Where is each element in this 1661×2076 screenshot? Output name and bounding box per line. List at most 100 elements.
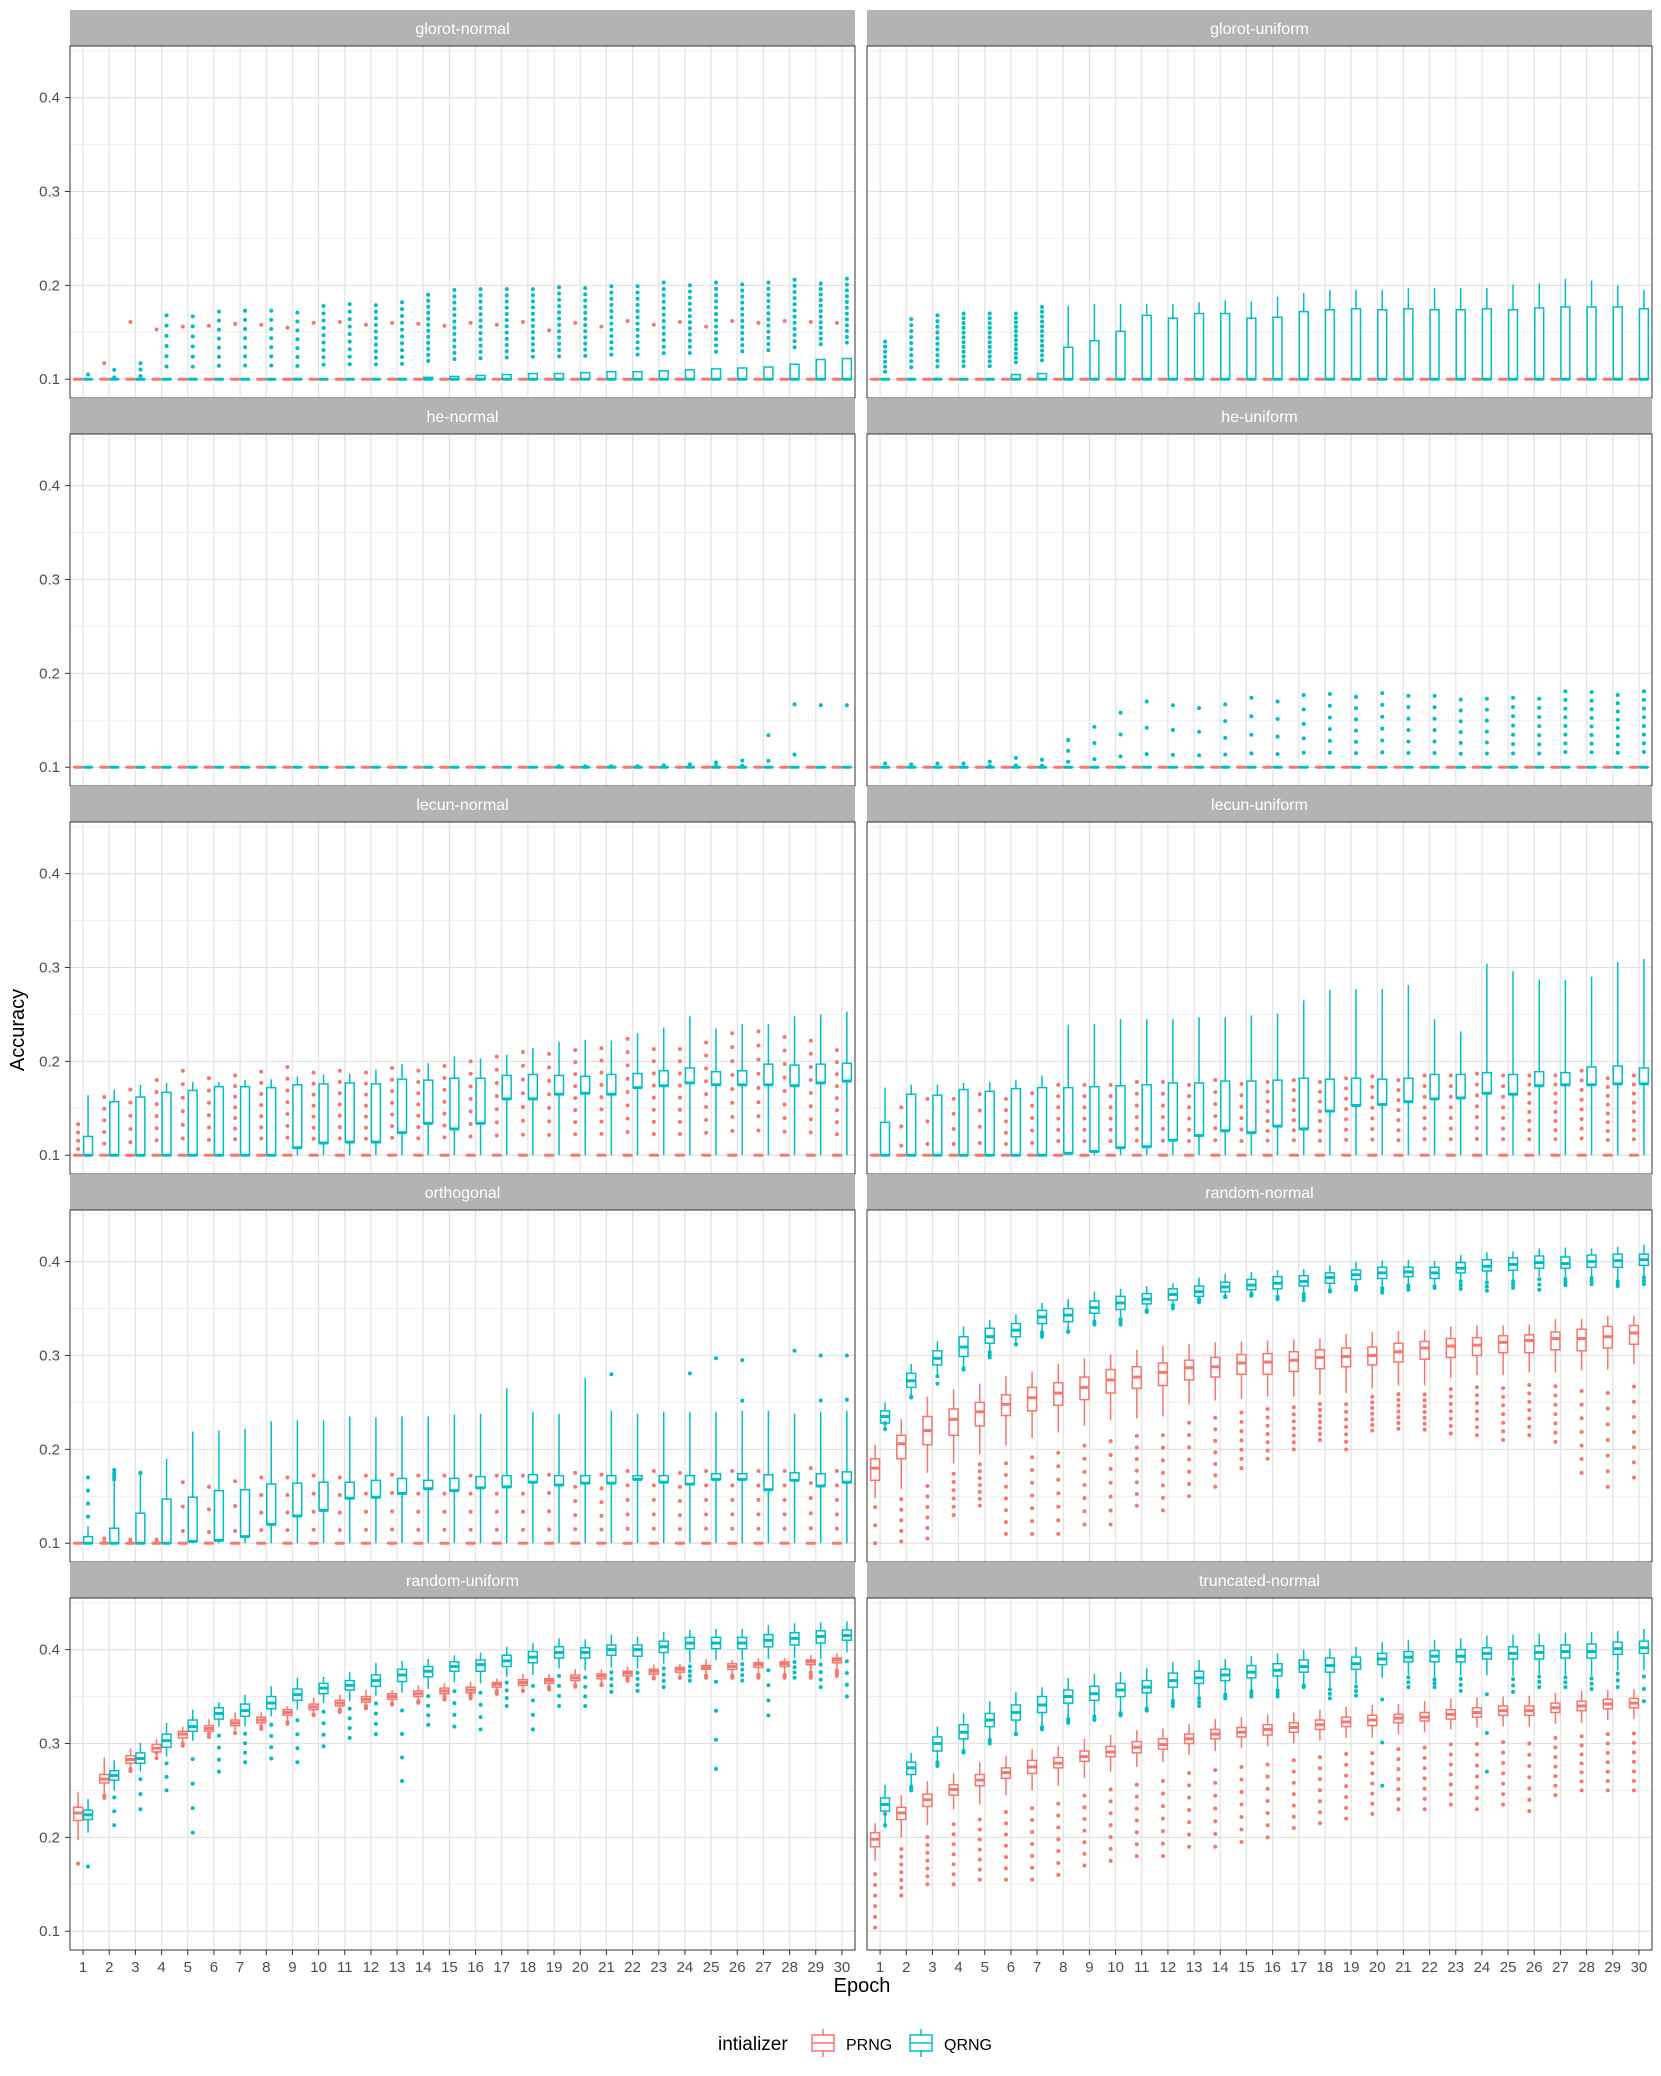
outlier-point — [1474, 1082, 1479, 1087]
outlier-point — [730, 1114, 735, 1119]
box — [1429, 1073, 1440, 1100]
outlier-point — [1317, 1080, 1322, 1085]
facet-strip — [867, 10, 1652, 46]
outlier-point — [1108, 1466, 1113, 1471]
outlier-point — [1160, 1804, 1165, 1809]
outlier-point — [1030, 1531, 1035, 1536]
outlier-point — [233, 1137, 238, 1142]
boxplot — [922, 1781, 933, 1887]
outlier-point — [1589, 715, 1594, 720]
outlier-point — [373, 342, 378, 347]
outlier-point — [154, 1540, 159, 1545]
outlier-point — [782, 319, 787, 324]
outlier-point — [1013, 355, 1018, 360]
outlier-point — [635, 333, 640, 338]
outlier-point — [740, 1673, 745, 1678]
boxplot — [763, 1023, 774, 1156]
boxplot — [570, 320, 581, 381]
outlier-point — [547, 1685, 552, 1690]
boxplot — [1550, 1318, 1561, 1444]
outlier-point — [951, 1111, 956, 1116]
x-tick-label: 17 — [493, 1959, 510, 1976]
outlier-point — [756, 1029, 761, 1034]
outlier-point — [233, 1126, 238, 1131]
outlier-point — [1003, 1855, 1008, 1860]
outlier-point — [1553, 1412, 1558, 1417]
outlier-point — [373, 362, 378, 367]
outlier-point — [808, 1496, 813, 1501]
outlier-point — [730, 1100, 735, 1105]
outlier-point — [792, 290, 797, 295]
outlier-point — [347, 1735, 352, 1740]
boxplot — [396, 1660, 408, 1784]
facet-strip-label: he-normal — [426, 409, 498, 426]
box — [841, 1471, 853, 1483]
outlier-point — [1579, 1097, 1584, 1102]
outlier-point — [909, 762, 914, 767]
box — [984, 1090, 995, 1156]
boxplot — [879, 339, 891, 381]
outlier-point — [818, 1398, 823, 1403]
outlier-point — [190, 1806, 195, 1811]
outlier-point — [1344, 1417, 1349, 1422]
series-prng — [72, 1466, 843, 1545]
boxplot — [1210, 1719, 1221, 1849]
boxplot — [501, 1388, 512, 1544]
facet-strip-label: glorot-normal — [415, 21, 509, 38]
outlier-point — [756, 1675, 761, 1680]
outlier-point — [321, 1709, 326, 1714]
outlier-point — [347, 339, 352, 344]
outlier-point — [987, 1355, 992, 1360]
outlier-point — [1344, 1117, 1349, 1122]
boxplot — [213, 1430, 225, 1544]
outlier-point — [76, 1130, 81, 1135]
series-qrng — [82, 1621, 853, 1869]
outlier-point — [337, 1068, 342, 1073]
outlier-point — [1563, 1283, 1568, 1288]
box — [135, 1512, 146, 1544]
outlier-point — [180, 1095, 185, 1100]
series-prng — [72, 1653, 843, 1866]
outlier-point — [321, 304, 326, 309]
outlier-point — [1474, 1115, 1479, 1120]
outlier-point — [987, 759, 992, 764]
outlier-point — [243, 1731, 248, 1736]
boxplot — [1105, 1354, 1116, 1527]
outlier-point — [216, 1769, 221, 1774]
outlier-point — [1013, 315, 1018, 320]
boxplot — [1000, 1096, 1012, 1157]
outlier-point — [704, 1079, 709, 1084]
outlier-point — [1291, 1412, 1296, 1417]
boxplot — [1560, 278, 1571, 381]
outlier-point — [635, 1670, 640, 1675]
outlier-point — [961, 311, 966, 316]
outlier-point — [390, 1701, 395, 1706]
outlier-point — [154, 1138, 159, 1143]
outlier-point — [1458, 740, 1463, 745]
outlier-point — [363, 1491, 368, 1496]
outlier-point — [233, 1073, 238, 1078]
boxplot — [831, 1653, 843, 1678]
outlier-point — [977, 1817, 982, 1822]
outlier-point — [190, 364, 195, 369]
boxplot — [763, 1625, 774, 1718]
outlier-point — [661, 344, 666, 349]
outlier-point — [987, 316, 992, 321]
outlier-point — [740, 331, 745, 336]
boxplot — [1298, 1000, 1309, 1156]
y-tick-label: 0.1 — [39, 1923, 60, 1940]
outlier-point — [1134, 1480, 1139, 1485]
outlier-point — [961, 325, 966, 330]
outlier-point — [1579, 1388, 1584, 1393]
outlier-point — [714, 318, 719, 323]
outlier-point — [1344, 1096, 1349, 1101]
outlier-point — [573, 1072, 578, 1077]
outlier-point — [321, 347, 326, 352]
boxplot — [553, 285, 565, 381]
outlier-point — [1553, 1100, 1558, 1105]
outlier-point — [1641, 1282, 1646, 1287]
boxplot — [658, 763, 669, 769]
outlier-point — [687, 344, 692, 349]
box — [1063, 346, 1074, 380]
outlier-point — [128, 1113, 133, 1118]
